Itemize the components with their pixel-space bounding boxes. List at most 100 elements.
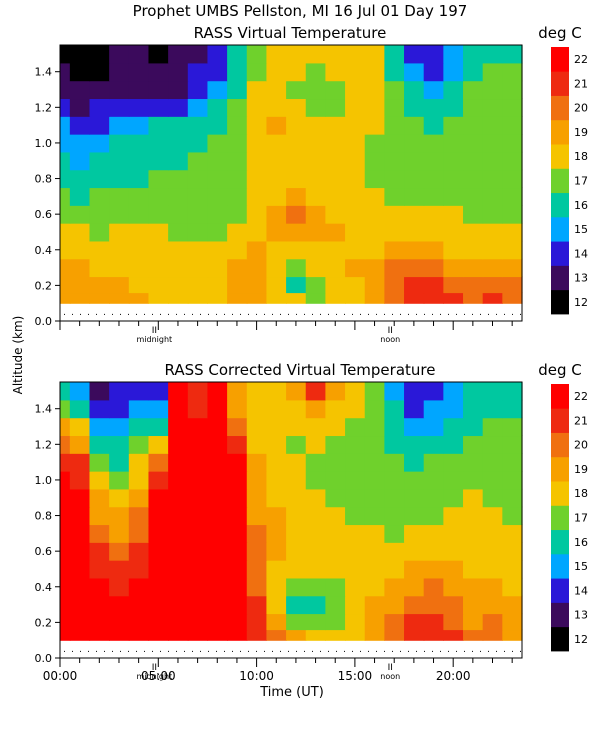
- heatmap-cell: [305, 205, 326, 224]
- heatmap-cell: [246, 417, 268, 437]
- heatmap-cell: [266, 524, 287, 543]
- heatmap-cell: [168, 629, 189, 641]
- colorbar-swatch: [551, 384, 569, 409]
- surface-dot: [176, 650, 177, 652]
- heatmap-cell: [404, 471, 425, 490]
- heatmap-cell: [325, 276, 346, 294]
- heatmap-cell: [286, 560, 307, 579]
- heatmap-cell: [227, 80, 248, 100]
- heatmap-cell: [207, 399, 228, 419]
- heatmap-cell: [384, 45, 405, 64]
- heatmap-cell: [69, 134, 91, 153]
- heatmap-cell: [286, 471, 307, 490]
- surface-dot: [208, 650, 209, 652]
- heatmap-cell: [207, 613, 228, 631]
- heatmap-cell: [345, 292, 366, 304]
- heatmap-cell: [60, 577, 71, 597]
- x-tick-label: 05:00: [141, 669, 176, 683]
- colorbar-swatch: [551, 456, 569, 482]
- heatmap-cell: [266, 577, 287, 597]
- heatmap-cell: [109, 151, 130, 171]
- heatmap-cell: [187, 488, 209, 508]
- colorbar-tick-label: 21: [574, 77, 588, 90]
- y-tick-label: 0.6: [35, 545, 53, 558]
- heatmap-cell: [246, 542, 268, 561]
- heatmap-cell: [443, 80, 464, 100]
- heatmap-cell: [246, 134, 268, 153]
- heatmap-cell: [463, 292, 484, 304]
- surface-dot: [408, 313, 409, 315]
- heatmap-cell: [207, 435, 228, 454]
- surface-dot: [304, 650, 305, 652]
- heatmap-cell: [305, 595, 326, 615]
- heatmap-cell: [345, 169, 366, 189]
- heatmap-cell: [227, 151, 248, 171]
- colorbar-swatch: [551, 119, 569, 145]
- heatmap-cell: [345, 524, 366, 543]
- surface-dot: [280, 650, 281, 652]
- heatmap-cell: [60, 240, 71, 260]
- heatmap-cell: [69, 45, 91, 64]
- heatmap-cell: [325, 258, 346, 278]
- heatmap-cell: [423, 524, 444, 543]
- heatmap-cell: [423, 453, 444, 472]
- surface-dot: [88, 313, 89, 315]
- heatmap-cell: [148, 577, 169, 597]
- heatmap-cell: [187, 45, 209, 64]
- heatmap-cell: [364, 595, 385, 615]
- heatmap-cell: [286, 223, 307, 242]
- y-tick-label: 0.0: [35, 652, 53, 665]
- heatmap-cell: [109, 223, 130, 242]
- heatmap-cell: [60, 187, 71, 206]
- heatmap-cell: [463, 435, 484, 454]
- heatmap-cell: [148, 258, 169, 278]
- surface-dot: [96, 650, 97, 652]
- heatmap-cell: [423, 134, 444, 153]
- heatmap-cell: [384, 435, 405, 454]
- heatmap-cell: [227, 577, 248, 597]
- heatmap-cell: [305, 187, 326, 206]
- colorbar-tick-label: 18: [574, 150, 588, 163]
- surface-dot: [496, 650, 497, 652]
- heatmap-cell: [345, 435, 366, 454]
- colorbar-tick-label: 18: [574, 487, 588, 500]
- colorbar-swatch: [551, 71, 569, 96]
- figure-title: Prophet UMBS Pellston, MI 16 Jul 01 Day …: [133, 2, 468, 20]
- y-tick-label: 0.0: [35, 315, 53, 328]
- heatmap-cell: [305, 80, 326, 100]
- heatmap-cell: [286, 151, 307, 171]
- heatmap-cell: [404, 417, 425, 437]
- surface-dot: [160, 650, 161, 652]
- surface-dot: [168, 313, 169, 315]
- heatmap-cell: [89, 577, 110, 597]
- heatmap-cell: [128, 453, 150, 472]
- heatmap-cell: [69, 169, 91, 189]
- heatmap-cell: [69, 524, 91, 543]
- heatmap-cell: [148, 595, 169, 615]
- heatmap-cell: [423, 258, 444, 278]
- heatmap-cell: [266, 629, 287, 641]
- heatmap-cell: [404, 399, 425, 419]
- heatmap-cell: [443, 435, 464, 454]
- heatmap-cell: [482, 187, 503, 206]
- surface-dot: [248, 650, 249, 652]
- heatmap-cell: [148, 134, 169, 153]
- heatmap-cell: [443, 187, 464, 206]
- heatmap-cell: [443, 577, 464, 597]
- heatmap-cell: [89, 62, 110, 82]
- marker-label: noon: [380, 672, 400, 681]
- heatmap-cell: [364, 506, 385, 526]
- heatmap-cell: [60, 524, 71, 543]
- heatmap-cell: [69, 292, 91, 304]
- surface-dot: [296, 313, 297, 315]
- heatmap-cell: [482, 524, 503, 543]
- heatmap-cell: [443, 382, 464, 401]
- heatmap-cell: [364, 560, 385, 579]
- heatmap-cell: [286, 205, 307, 224]
- heatmap-cell: [364, 205, 385, 224]
- heatmap-cell: [148, 187, 169, 206]
- heatmap-cell: [60, 542, 71, 561]
- heatmap-cell: [246, 187, 268, 206]
- heatmap-cell: [246, 223, 268, 242]
